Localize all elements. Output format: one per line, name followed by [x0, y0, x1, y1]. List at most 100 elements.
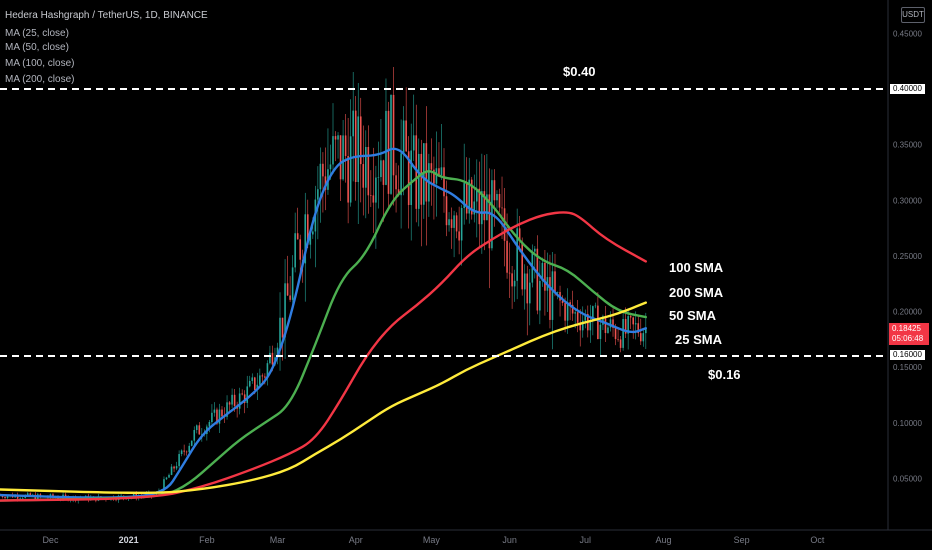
indicator-ma100[interactable]: MA (100, close): [5, 58, 75, 69]
candle-body: [364, 147, 367, 188]
candle-body: [412, 135, 415, 151]
candle-body: [493, 180, 496, 201]
candle-body: [382, 160, 385, 185]
price-tick-label: 0.10000: [893, 419, 922, 428]
candle-body: [168, 474, 170, 478]
candle-body: [342, 135, 344, 180]
candle-body: [251, 377, 254, 381]
candle-body: [115, 499, 117, 501]
candle-body: [486, 194, 488, 221]
candle-body: [281, 317, 284, 338]
candle-body: [375, 177, 377, 203]
candle-body: [440, 167, 443, 175]
candle-body: [19, 498, 21, 499]
candle-body: [347, 156, 349, 203]
candle-body: [516, 228, 518, 281]
price-tick-label: 0.15000: [893, 363, 922, 372]
moving-average-lines: [0, 147, 647, 502]
candle-body: [556, 292, 559, 293]
candle-body: [597, 305, 599, 340]
candle-body: [233, 394, 236, 406]
candle-body: [170, 466, 173, 475]
candle-body: [599, 324, 602, 340]
candle-body: [216, 409, 218, 424]
candle-body: [526, 273, 529, 304]
candle-body: [503, 208, 506, 241]
time-tick-label: Jun: [502, 535, 517, 545]
candle-body: [508, 272, 511, 274]
candle-body: [410, 150, 413, 206]
candle-body: [218, 409, 221, 424]
candle-body: [617, 339, 619, 340]
time-tick-label: Mar: [270, 535, 286, 545]
time-axis[interactable]: Dec 2021 Feb Mar Apr May Jun Jul Aug Sep Oct: [42, 535, 824, 545]
candle-body: [544, 262, 546, 291]
candle-body: [402, 120, 405, 154]
candle-body: [554, 271, 556, 293]
price-tick-label: 0.30000: [893, 196, 922, 205]
candle-body: [271, 352, 274, 365]
price-axis[interactable]: 0.45000 0.35000 0.30000 0.25000 0.20000 0.150…: [893, 29, 922, 483]
annotation-sma100: 100 SMA: [669, 260, 724, 275]
candle-body: [319, 163, 322, 190]
price-tick-label: 0.45000: [893, 29, 922, 38]
candle-body: [291, 267, 294, 300]
candle-body: [576, 312, 579, 323]
candle-body: [612, 319, 614, 328]
price-tick-label: 0.20000: [893, 308, 922, 317]
candle-body: [639, 333, 642, 342]
candle-body: [602, 316, 604, 325]
candle-body: [185, 451, 188, 453]
annotation-level-016: $0.16: [708, 367, 741, 382]
candle-body: [488, 194, 491, 249]
candle-body: [339, 135, 342, 180]
candle-body: [362, 164, 365, 188]
candle-body: [228, 402, 231, 405]
candle-body: [294, 233, 296, 268]
candle-body: [619, 339, 622, 348]
candle-body: [539, 280, 541, 311]
candle-body: [481, 191, 483, 225]
time-tick-label: Aug: [655, 535, 671, 545]
candle-body: [359, 116, 362, 165]
candle-body: [483, 191, 486, 221]
candle-body: [453, 215, 455, 228]
candle-body: [387, 110, 390, 194]
ma-line-200: [0, 301, 647, 494]
candle-body: [286, 283, 289, 296]
candle-body: [213, 409, 216, 413]
candle-body: [357, 116, 360, 183]
candle-body: [417, 153, 420, 209]
indicator-ma25[interactable]: MA (25, close): [5, 28, 69, 39]
candle-body: [296, 233, 299, 240]
candle-body: [589, 320, 592, 331]
candle-body: [193, 430, 196, 441]
candle-body: [534, 248, 536, 252]
price-tick-label: 0.05000: [893, 474, 922, 483]
candle-body: [501, 207, 503, 209]
candle-body: [496, 194, 498, 201]
indicator-ma200[interactable]: MA (200, close): [5, 74, 75, 85]
candle-body: [498, 194, 501, 208]
candle-body: [463, 183, 465, 209]
candle-body: [395, 175, 397, 190]
time-tick-label: Sep: [734, 535, 750, 545]
annotation-sma25: 25 SMA: [675, 332, 722, 347]
candle-body: [566, 302, 569, 321]
candle-body: [349, 136, 352, 203]
indicator-ma50[interactable]: MA (50, close): [5, 42, 69, 53]
candle-body: [468, 179, 471, 214]
candle-body: [120, 495, 122, 497]
candle-body: [284, 283, 286, 338]
candle-body: [246, 386, 249, 403]
candle-body: [407, 151, 410, 206]
horizontal-levels: [0, 88, 888, 357]
candle-body: [21, 497, 24, 499]
current-price-tag: 0.18425 05:06:48: [889, 323, 929, 345]
candle-body: [312, 231, 314, 235]
candle-body: [438, 168, 440, 175]
ma-line-100: [0, 211, 647, 502]
candlestick-series: [0, 67, 647, 504]
currency-button[interactable]: USDT: [901, 7, 925, 23]
